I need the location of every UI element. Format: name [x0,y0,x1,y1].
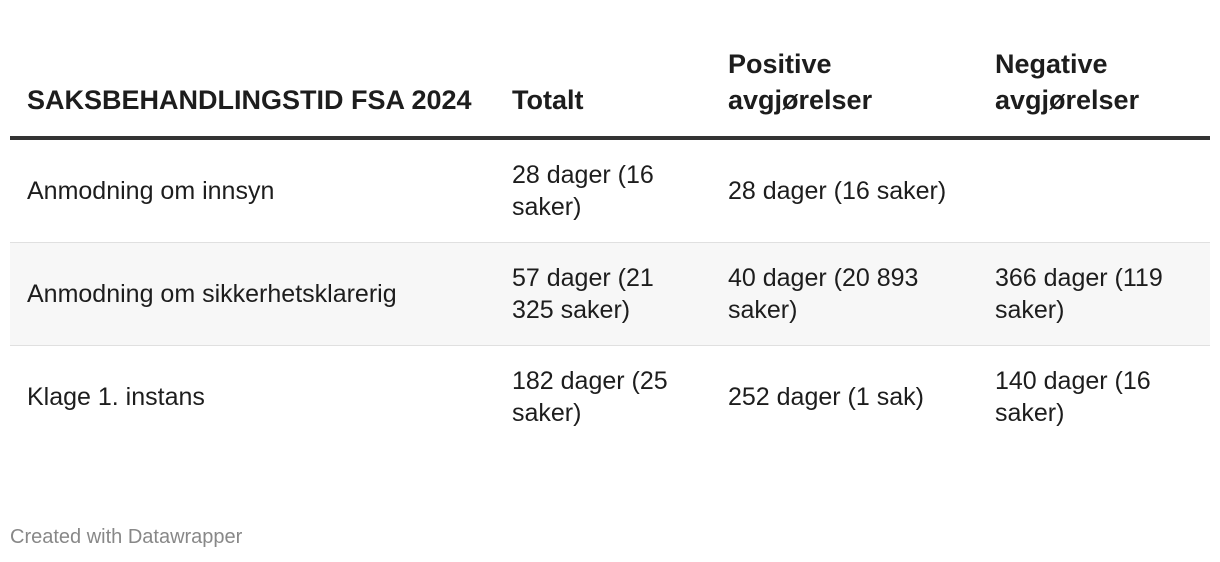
table-row: Anmodning om innsyn 28 dager (16 saker) … [10,138,1210,243]
column-header-positive: Positive avgjørelser [711,40,978,140]
negative-cell: 140 dager (16 saker) [995,367,1151,427]
positive-cell: 40 dager (20 893 saker) [711,242,978,346]
negative-cell: 366 dager (119 saker) [978,242,1210,346]
row-label-cell: Anmodning om sikkerhetsklarerig [10,242,495,346]
positive-cell: 252 dager (1 sak) [728,383,924,411]
positive-cell: 28 dager (16 saker) [711,138,978,243]
row-label-cell: Anmodning om innsyn [10,138,495,243]
row-label-cell: Klage 1. instans [27,383,205,411]
header-row: SAKSBEHANDLINGSTID FSA 2024 Totalt Posit… [10,40,1210,140]
column-header-negative: Negative avgjørelser [978,40,1210,140]
data-table: SAKSBEHANDLINGSTID FSA 2024 Totalt Posit… [10,40,1210,448]
table-row: Klage 1. instans 182 dager (25 saker) 25… [10,346,1210,449]
column-header-label: SAKSBEHANDLINGSTID FSA 2024 [10,40,495,140]
totalt-cell: 182 dager (25 saker) [512,367,668,427]
totalt-cell: 57 dager (21 325 saker) [495,242,711,346]
totalt-cell: 28 dager (16 saker) [495,138,711,243]
negative-cell [978,138,1210,243]
table-row: Anmodning om sikkerhetsklarerig 57 dager… [10,242,1210,346]
datawrapper-credit: Created with Datawrapper [10,526,243,548]
column-header-totalt: Totalt [495,40,711,140]
